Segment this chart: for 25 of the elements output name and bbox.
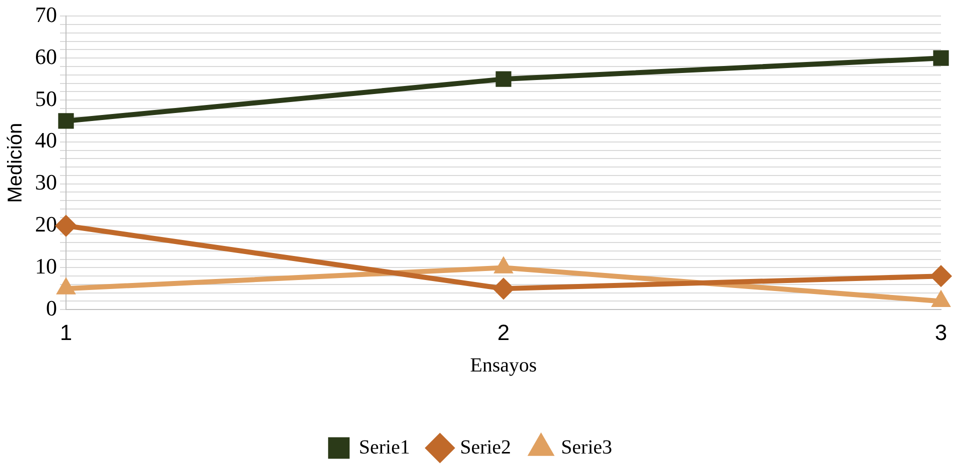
point	[492, 278, 514, 300]
point	[930, 265, 952, 287]
x-axis-title: Ensayos	[470, 354, 538, 376]
point	[496, 71, 512, 87]
legend-label: Serie1	[358, 436, 410, 458]
x-tick-label: 2	[497, 320, 510, 345]
y-tick-label: 30	[35, 170, 57, 195]
y-tick-label: 70	[35, 2, 57, 27]
point	[58, 113, 74, 129]
legend-label: Serie2	[460, 436, 512, 458]
legend-label: Serie3	[561, 436, 612, 458]
point	[56, 278, 76, 294]
x-tick-label: 1	[60, 320, 72, 345]
y-tick-label: 40	[35, 128, 57, 153]
y-tick-label: 0	[46, 295, 57, 320]
y-axis-title: Medición	[4, 122, 27, 203]
point	[494, 256, 513, 274]
point	[55, 215, 77, 237]
y-tick-label: 10	[35, 253, 57, 278]
point	[932, 290, 950, 307]
point	[933, 50, 949, 66]
y-tick-label: 60	[35, 44, 57, 69]
y-tick-label: 20	[35, 212, 57, 237]
x-tick-label: 3	[934, 320, 948, 345]
y-tick-label: 50	[35, 86, 57, 111]
